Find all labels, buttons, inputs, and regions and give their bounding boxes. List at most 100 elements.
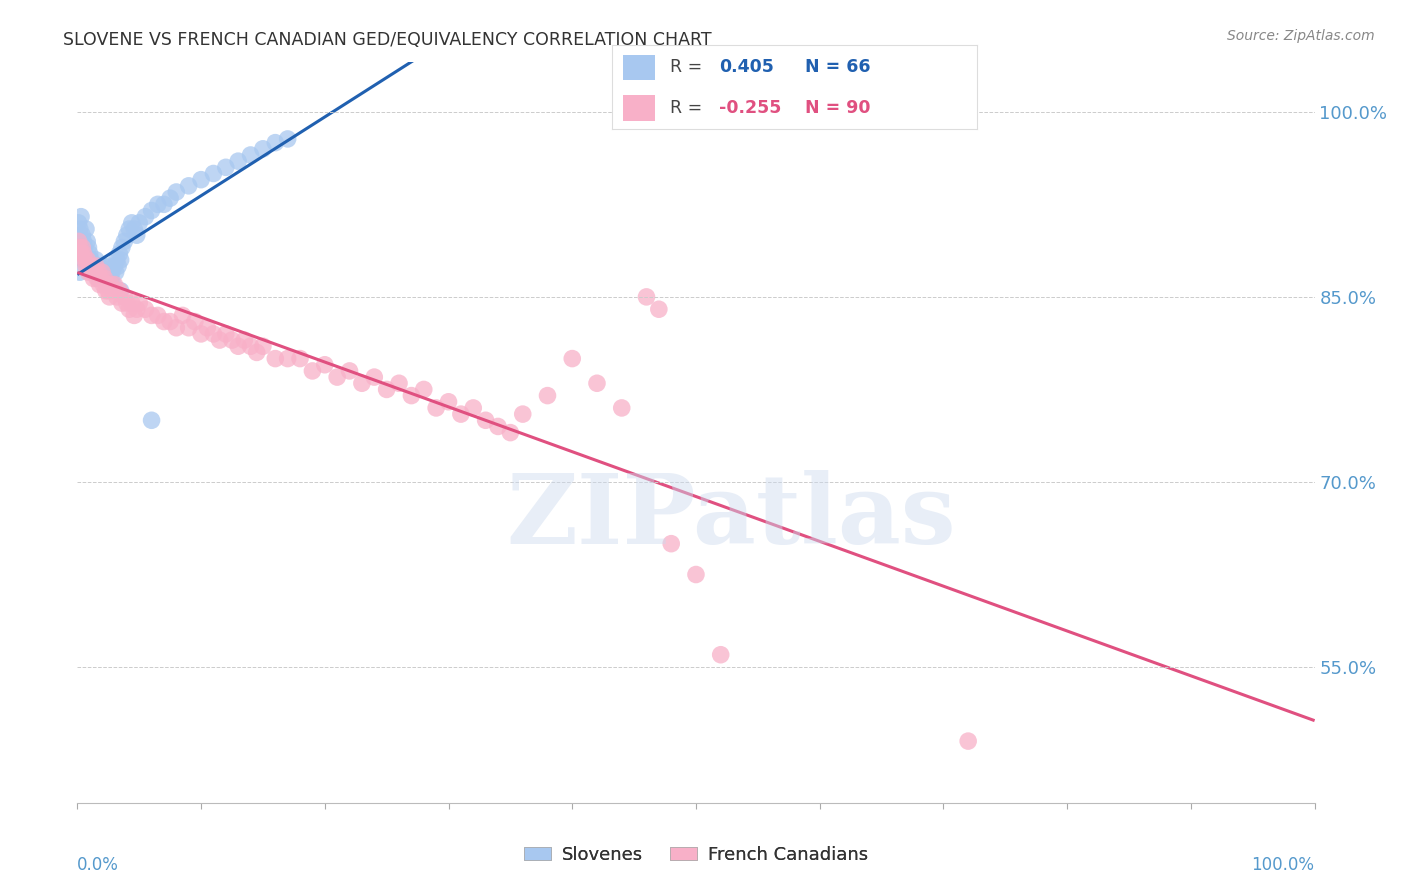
Point	[118, 302, 141, 317]
Point	[165, 185, 187, 199]
Point	[401, 389, 423, 403]
Text: N = 66: N = 66	[806, 59, 870, 77]
Point	[184, 315, 207, 329]
Point	[103, 259, 125, 273]
Point	[96, 277, 118, 292]
Point	[111, 240, 134, 255]
Point	[96, 277, 118, 292]
Point	[67, 235, 90, 249]
Point	[288, 351, 311, 366]
Point	[98, 259, 121, 273]
Point	[73, 252, 96, 267]
Point	[67, 216, 90, 230]
Point	[339, 364, 361, 378]
Point	[100, 271, 122, 285]
Point	[82, 271, 104, 285]
Point	[710, 648, 733, 662]
Point	[957, 734, 980, 748]
Point	[499, 425, 522, 440]
Point	[72, 235, 94, 249]
Point	[111, 296, 134, 310]
Point	[350, 376, 373, 391]
Point	[314, 358, 336, 372]
Point	[101, 284, 124, 298]
Point	[82, 265, 104, 279]
Point	[326, 370, 349, 384]
Legend: Slovenes, French Canadians: Slovenes, French Canadians	[524, 847, 868, 864]
Point	[72, 228, 94, 243]
Bar	[623, 54, 655, 80]
Text: ZIPatlas: ZIPatlas	[506, 470, 956, 565]
Point	[141, 309, 163, 323]
Point	[100, 277, 122, 292]
Point	[86, 271, 108, 285]
Point	[105, 252, 128, 267]
Point	[363, 370, 385, 384]
Point	[141, 203, 163, 218]
Point	[82, 265, 104, 279]
Point	[264, 351, 287, 366]
Point	[91, 277, 114, 292]
Point	[233, 333, 256, 347]
Point	[79, 252, 101, 267]
Point	[97, 265, 120, 279]
Point	[76, 235, 98, 249]
Point	[94, 271, 117, 285]
Point	[486, 419, 509, 434]
Point	[73, 240, 96, 255]
Point	[388, 376, 411, 391]
Point	[125, 302, 148, 317]
Point	[122, 222, 145, 236]
Point	[104, 265, 127, 279]
Point	[159, 191, 181, 205]
Point	[215, 326, 238, 341]
Point	[375, 383, 398, 397]
Point	[159, 315, 181, 329]
Point	[93, 271, 115, 285]
Bar	[623, 95, 655, 120]
Point	[91, 265, 114, 279]
Point	[84, 259, 107, 273]
Point	[90, 265, 112, 279]
Point	[146, 309, 169, 323]
Point	[101, 265, 124, 279]
Point	[69, 240, 91, 255]
Point	[190, 326, 212, 341]
Point	[121, 216, 143, 230]
Point	[80, 259, 103, 273]
Text: 0.405: 0.405	[720, 59, 775, 77]
Point	[246, 345, 269, 359]
Point	[146, 197, 169, 211]
Point	[586, 376, 609, 391]
Point	[93, 265, 115, 279]
Point	[80, 252, 103, 267]
Point	[239, 148, 262, 162]
Point	[77, 265, 100, 279]
Point	[77, 240, 100, 255]
Point	[87, 271, 110, 285]
Point	[264, 136, 287, 150]
Point	[91, 259, 114, 273]
Point	[610, 401, 633, 415]
Point	[134, 302, 156, 317]
Point	[463, 401, 485, 415]
Point	[83, 265, 105, 279]
Point	[84, 252, 107, 267]
Point	[659, 537, 682, 551]
Point	[90, 271, 112, 285]
Point	[128, 216, 150, 230]
Point	[648, 302, 671, 317]
Point	[108, 246, 131, 260]
Point	[512, 407, 534, 421]
Point	[115, 228, 138, 243]
Point	[82, 259, 104, 273]
Point	[112, 290, 135, 304]
Text: Source: ZipAtlas.com: Source: ZipAtlas.com	[1227, 29, 1375, 43]
Point	[141, 413, 163, 427]
Point	[89, 259, 111, 273]
Point	[72, 252, 94, 267]
Point	[134, 210, 156, 224]
Point	[636, 290, 658, 304]
Point	[202, 167, 225, 181]
Point	[112, 235, 135, 249]
